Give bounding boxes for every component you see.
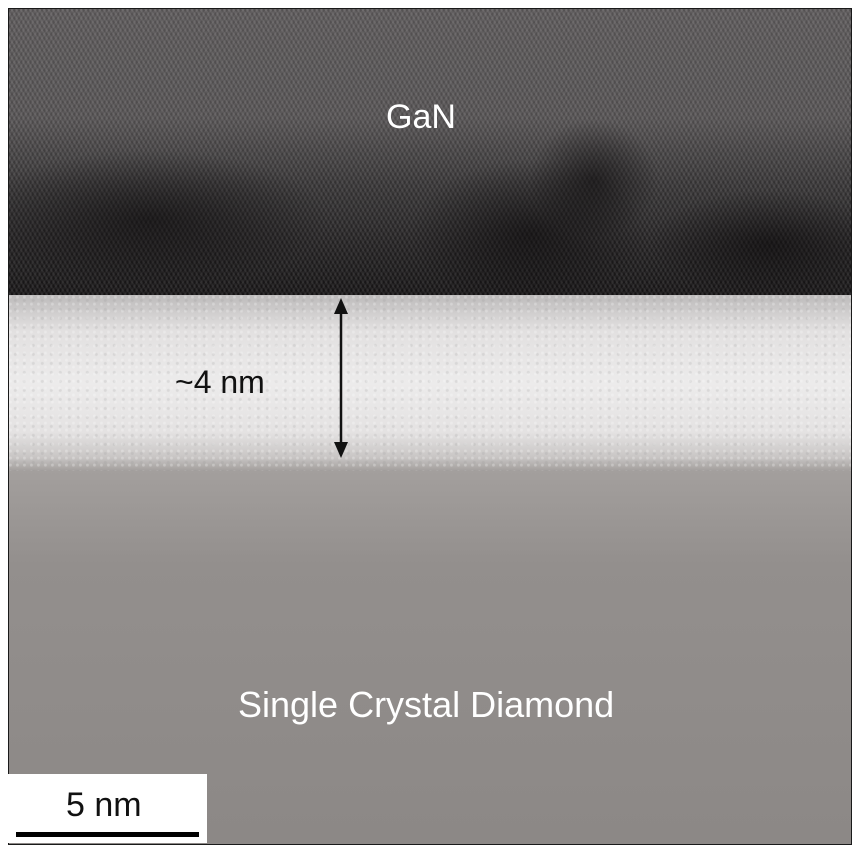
gan-dark-region	[649, 189, 851, 299]
interlayer-thickness-label: ~4 nm	[175, 364, 265, 400]
thickness-arrow-icon	[334, 298, 348, 458]
tem-micrograph	[8, 8, 852, 845]
scale-bar-line	[16, 832, 199, 837]
gan-label: GaN	[386, 98, 456, 136]
interlayer	[9, 295, 851, 471]
diamond-label: Single Crystal Diamond	[238, 684, 615, 725]
scale-bar-label: 5 nm	[66, 786, 142, 824]
scale-bar: 5 nm	[8, 774, 207, 843]
gan-dark-region	[9, 149, 329, 289]
gan-layer	[9, 9, 851, 309]
gan-dark-region	[529, 119, 659, 239]
